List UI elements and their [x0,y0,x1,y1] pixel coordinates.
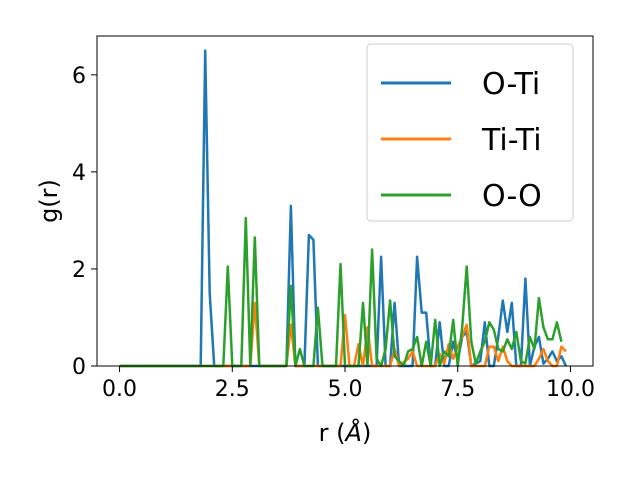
x-tick-label: 10.0 [546,377,595,402]
x-tick-label: 2.5 [215,377,250,402]
y-tick-label: 2 [72,258,86,283]
y-tick-label: 0 [72,355,86,380]
legend-label: Ti-Ti [481,123,542,158]
x-tick-label: 7.5 [440,377,475,402]
y-tick-label: 4 [72,161,86,186]
legend-label: O-Ti [482,67,540,102]
series-line-o-o [119,216,563,368]
x-tick-label: 0.0 [102,377,137,402]
legend-frame [366,43,574,222]
y-axis-label: g(r) [35,179,63,223]
y-tick-label: 6 [72,64,86,89]
legend-label: O-O [482,179,542,214]
legend: O-Ti Ti-Ti O-O [366,43,574,222]
x-axis-label: r (Å) [319,418,372,447]
x-axis: 0.0 2.5 5.0 7.5 10.0 [102,366,595,402]
x-tick-label: 5.0 [328,377,363,402]
y-axis: 0 2 4 6 [72,64,97,380]
